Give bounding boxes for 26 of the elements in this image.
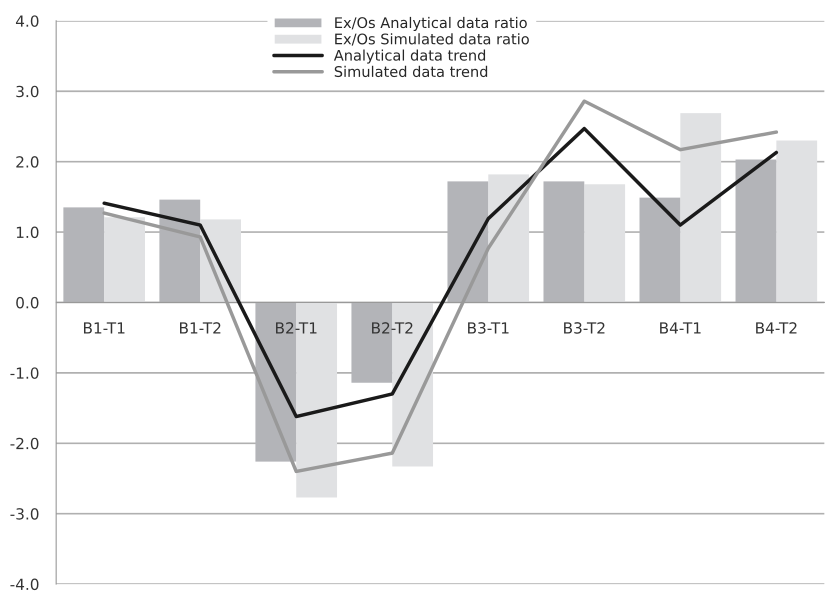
- bar: [488, 174, 530, 302]
- x-tick-label: B3-T2: [564, 322, 604, 334]
- y-tick-label: 3.0: [16, 86, 38, 98]
- bar: [584, 184, 626, 302]
- y-tick-label: 0.0: [16, 296, 38, 308]
- bar: [104, 217, 145, 302]
- legend-label: Ex/Os Simulated data ratio: [335, 33, 529, 46]
- legend-label: Analytical data trend: [334, 49, 486, 64]
- y-tick-label: -4.0: [10, 578, 38, 590]
- legend-label: Ex/Os Analytical data ratio: [335, 16, 527, 31]
- y-tick-label: 1.0: [16, 226, 38, 238]
- x-tick-label: B1-T2: [180, 322, 220, 334]
- bar: [680, 113, 722, 302]
- y-tick-label: 4.0: [16, 15, 38, 27]
- y-tick-label: -3.0: [10, 508, 38, 520]
- legend-label: Simulated data trend: [334, 66, 488, 78]
- x-tick-label: B2-T2: [372, 322, 412, 334]
- bar: [776, 140, 818, 302]
- x-tick-label: B4-T2: [756, 322, 796, 334]
- x-tick-label: B1-T1: [84, 322, 124, 334]
- x-tick-label: B4-T1: [660, 322, 701, 334]
- x-tick-label: B2-T1: [276, 322, 316, 334]
- x-tick-label: B3-T1: [468, 322, 509, 334]
- y-tick-label: -1.0: [10, 367, 38, 379]
- y-tick-label: 2.0: [16, 156, 38, 168]
- y-tick-label: -2.0: [10, 438, 38, 450]
